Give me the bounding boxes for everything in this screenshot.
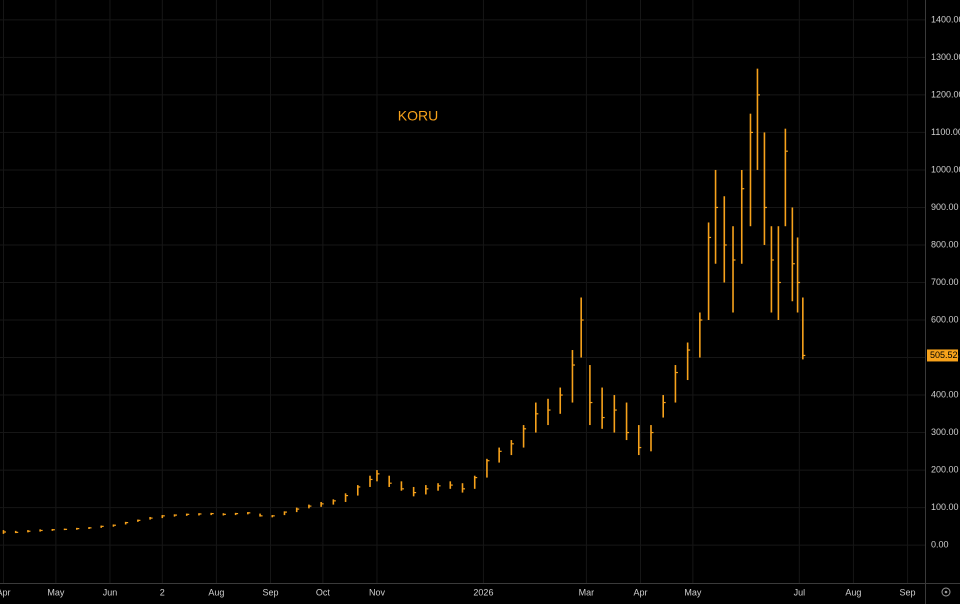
x-tick-label: Oct (316, 587, 331, 597)
x-tick-label: May (47, 587, 65, 597)
chart-title: KORU (398, 108, 438, 124)
last-price-label: 505.52 (930, 350, 958, 360)
x-tick-label: Apr (634, 587, 648, 597)
y-tick-label: 400.00 (931, 389, 959, 399)
y-tick-label: 600.00 (931, 314, 959, 324)
y-tick-label: 200.00 (931, 464, 959, 474)
y-tick-label: 1400.00 (931, 14, 960, 24)
y-tick-label: 1100.00 (931, 127, 960, 137)
x-tick-label: Jun (103, 587, 118, 597)
settings-icon-dot (944, 590, 948, 594)
y-tick-label: 1200.00 (931, 89, 960, 99)
y-tick-label: 1300.00 (931, 52, 960, 62)
y-tick-label: 0.00 (931, 539, 949, 549)
x-tick-label: Mar (579, 587, 595, 597)
y-tick-label: 800.00 (931, 239, 959, 249)
x-tick-label: 2 (160, 587, 165, 597)
x-tick-label: Sep (900, 587, 916, 597)
x-tick-label: Jul (794, 587, 806, 597)
x-tick-label: Apr (0, 587, 10, 597)
x-tick-label: 2026 (473, 587, 493, 597)
settings-icon[interactable] (941, 587, 951, 597)
x-tick-label: May (684, 587, 702, 597)
x-tick-label: Aug (208, 587, 224, 597)
y-tick-label: 300.00 (931, 427, 959, 437)
y-tick-label: 900.00 (931, 202, 959, 212)
y-tick-label: 100.00 (931, 502, 959, 512)
last-price-box (927, 349, 958, 362)
x-tick-label: Aug (845, 587, 861, 597)
y-tick-label: 1000.00 (931, 164, 960, 174)
x-tick-label: Sep (263, 587, 279, 597)
y-tick-label: 700.00 (931, 277, 959, 287)
x-tick-label: Nov (369, 587, 386, 597)
